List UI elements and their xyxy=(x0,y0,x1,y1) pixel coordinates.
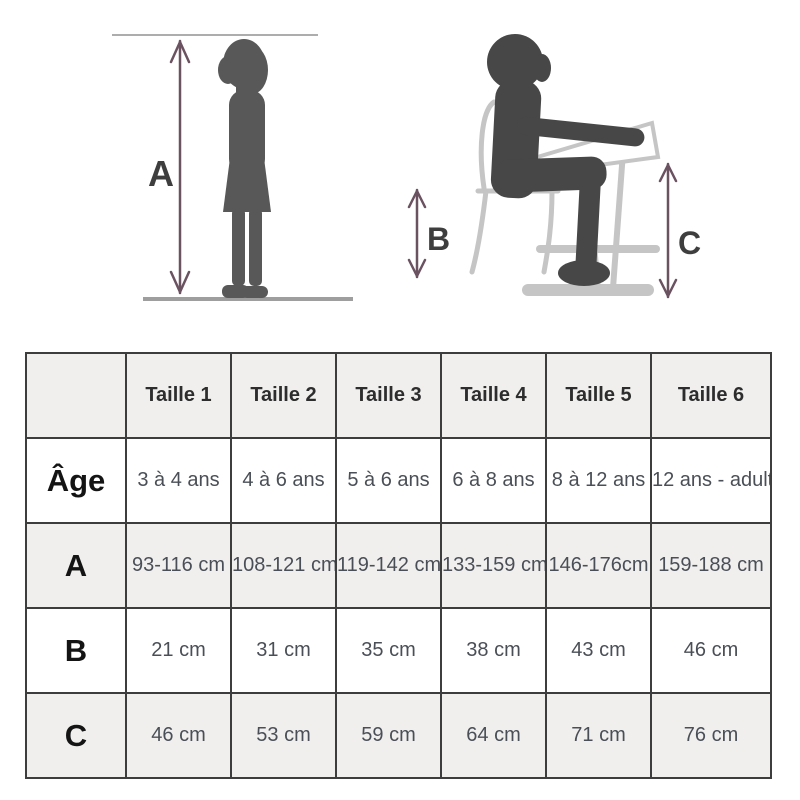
cell-c-t5: 71 cm xyxy=(545,692,652,779)
desk-height-arrow-c xyxy=(658,162,678,299)
standing-child-silhouette xyxy=(218,39,271,298)
cell-b-t4: 38 cm xyxy=(440,607,547,694)
cell-a-t3: 119-142 cm xyxy=(335,522,442,609)
cell-c-t4: 64 cm xyxy=(440,692,547,779)
cell-b-t6: 46 cm xyxy=(650,607,772,694)
column-header-taille-5: Taille 5 xyxy=(545,352,652,439)
table-row-c: C 46 cm 53 cm 59 cm 64 cm 71 cm 76 cm xyxy=(25,692,772,779)
measure-b-label: B xyxy=(427,221,450,257)
cell-c-t6: 76 cm xyxy=(650,692,772,779)
seated-child-silhouette xyxy=(487,34,645,286)
row-label-a: A xyxy=(25,522,127,609)
cell-a-t6: 159-188 cm xyxy=(650,522,772,609)
cell-b-t3: 35 cm xyxy=(335,607,442,694)
cell-b-t5: 43 cm xyxy=(545,607,652,694)
cell-c-t2: 53 cm xyxy=(230,692,337,779)
column-header-taille-1: Taille 1 xyxy=(125,352,232,439)
row-label-age: Âge xyxy=(25,437,127,524)
cell-c-t1: 46 cm xyxy=(125,692,232,779)
cell-age-t5: 8 à 12 ans xyxy=(545,437,652,524)
chair-height-arrow-b xyxy=(407,188,427,279)
cell-a-t2: 108-121 cm xyxy=(230,522,337,609)
measure-a-label: A xyxy=(148,153,174,194)
height-arrow-a xyxy=(169,39,191,295)
table-row-age: Âge 3 à 4 ans 4 à 6 ans 5 à 6 ans 6 à 8 … xyxy=(25,437,772,524)
cell-age-t1: 3 à 4 ans xyxy=(125,437,232,524)
corner-cell xyxy=(25,352,127,439)
cell-a-t5: 146-176cm xyxy=(545,522,652,609)
cell-c-t3: 59 cm xyxy=(335,692,442,779)
cell-a-t4: 133-159 cm xyxy=(440,522,547,609)
cell-age-t4: 6 à 8 ans xyxy=(440,437,547,524)
column-header-taille-2: Taille 2 xyxy=(230,352,337,439)
column-header-taille-4: Taille 4 xyxy=(440,352,547,439)
header-row: Taille 1 Taille 2 Taille 3 Taille 4 Tail… xyxy=(25,352,772,439)
column-header-taille-6: Taille 6 xyxy=(650,352,772,439)
cell-age-t2: 4 à 6 ans xyxy=(230,437,337,524)
cell-age-t6: 12 ans - adulte xyxy=(650,437,772,524)
cell-a-t1: 93-116 cm xyxy=(125,522,232,609)
cell-b-t1: 21 cm xyxy=(125,607,232,694)
cell-b-t2: 31 cm xyxy=(230,607,337,694)
size-table: Taille 1 Taille 2 Taille 3 Taille 4 Tail… xyxy=(25,352,772,779)
table-row-b: B 21 cm 31 cm 35 cm 38 cm 43 cm 46 cm xyxy=(25,607,772,694)
row-label-b: B xyxy=(25,607,127,694)
seated-child-figure: B xyxy=(407,34,701,299)
row-label-c: C xyxy=(25,692,127,779)
table-row-a: A 93-116 cm 108-121 cm 119-142 cm 133-15… xyxy=(25,522,772,609)
cell-age-t3: 5 à 6 ans xyxy=(335,437,442,524)
standing-child-figure: A xyxy=(112,34,353,301)
column-header-taille-3: Taille 3 xyxy=(335,352,442,439)
measure-c-label: C xyxy=(678,225,701,261)
